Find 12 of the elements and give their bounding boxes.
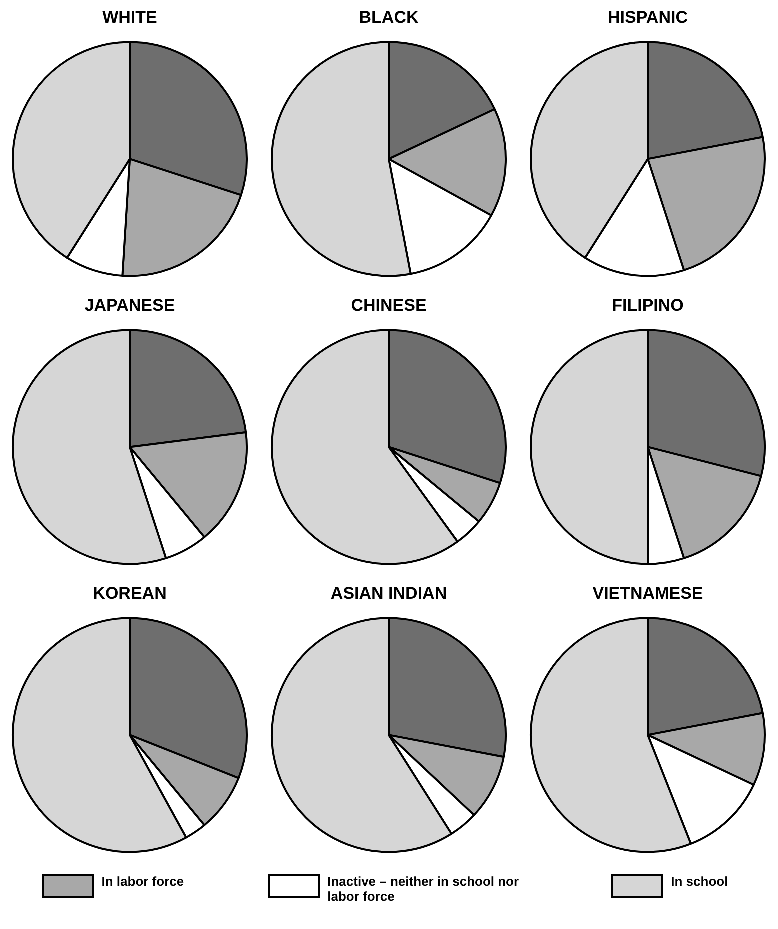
- chart-title: ASIAN INDIAN: [330, 584, 447, 603]
- legend-label: In labor force: [102, 874, 184, 889]
- legend-label: In school: [671, 874, 728, 889]
- chart-title: BLACK: [358, 8, 419, 27]
- chart-title: KOREAN: [92, 584, 166, 603]
- chart-title: FILIPINO: [612, 296, 684, 315]
- chart-title: JAPANESE: [84, 296, 175, 315]
- chart-title: VIETNAMESE: [592, 584, 703, 603]
- legend-label: Inactive – neither in school nor labor force: [328, 874, 520, 904]
- chart-title: HISPANIC: [608, 8, 688, 27]
- chart-title: CHINESE: [350, 296, 426, 315]
- chart-title: WHITE: [102, 8, 157, 27]
